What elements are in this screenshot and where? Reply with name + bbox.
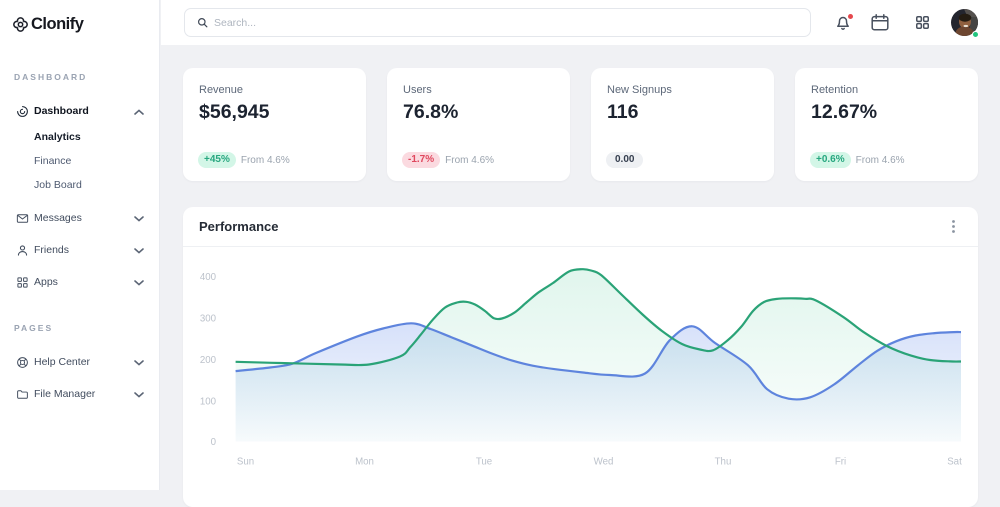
svg-text:300: 300 bbox=[200, 314, 217, 325]
svg-text:Sun: Sun bbox=[237, 457, 254, 468]
svg-text:400: 400 bbox=[200, 272, 217, 283]
svg-text:Sat: Sat bbox=[947, 457, 962, 468]
svg-text:200: 200 bbox=[200, 355, 217, 366]
svg-text:100: 100 bbox=[200, 397, 217, 408]
svg-text:0: 0 bbox=[211, 437, 217, 448]
svg-text:Fri: Fri bbox=[835, 457, 846, 468]
svg-text:Tue: Tue bbox=[476, 457, 492, 468]
svg-text:Wed: Wed bbox=[594, 457, 614, 468]
svg-text:Thu: Thu bbox=[715, 457, 732, 468]
svg-text:Mon: Mon bbox=[355, 457, 374, 468]
